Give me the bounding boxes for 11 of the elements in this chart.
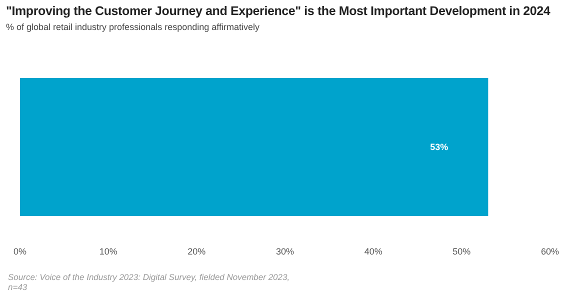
text: 53% xyxy=(430,142,448,152)
x-tick-label: 0% xyxy=(13,246,27,256)
x-tick-label: 50% xyxy=(452,246,471,256)
chart-subtitle: % of global retail industry professionals responding affirmatively xyxy=(6,22,260,32)
x-tick-label: 40% xyxy=(364,246,382,256)
x-tick-label: 30% xyxy=(276,246,294,256)
x-tick-label: 20% xyxy=(188,246,206,256)
chart-title: "Improving the Customer Journey and Experience" is the Most Important Development in 2024 xyxy=(6,4,550,18)
x-tick-label: 10% xyxy=(99,246,118,256)
x-tick-label: 60% xyxy=(540,246,560,256)
source-note: Source: Voice of the Industry 2023: Digital Survey, fielded November 2023, n=43 xyxy=(8,272,291,292)
